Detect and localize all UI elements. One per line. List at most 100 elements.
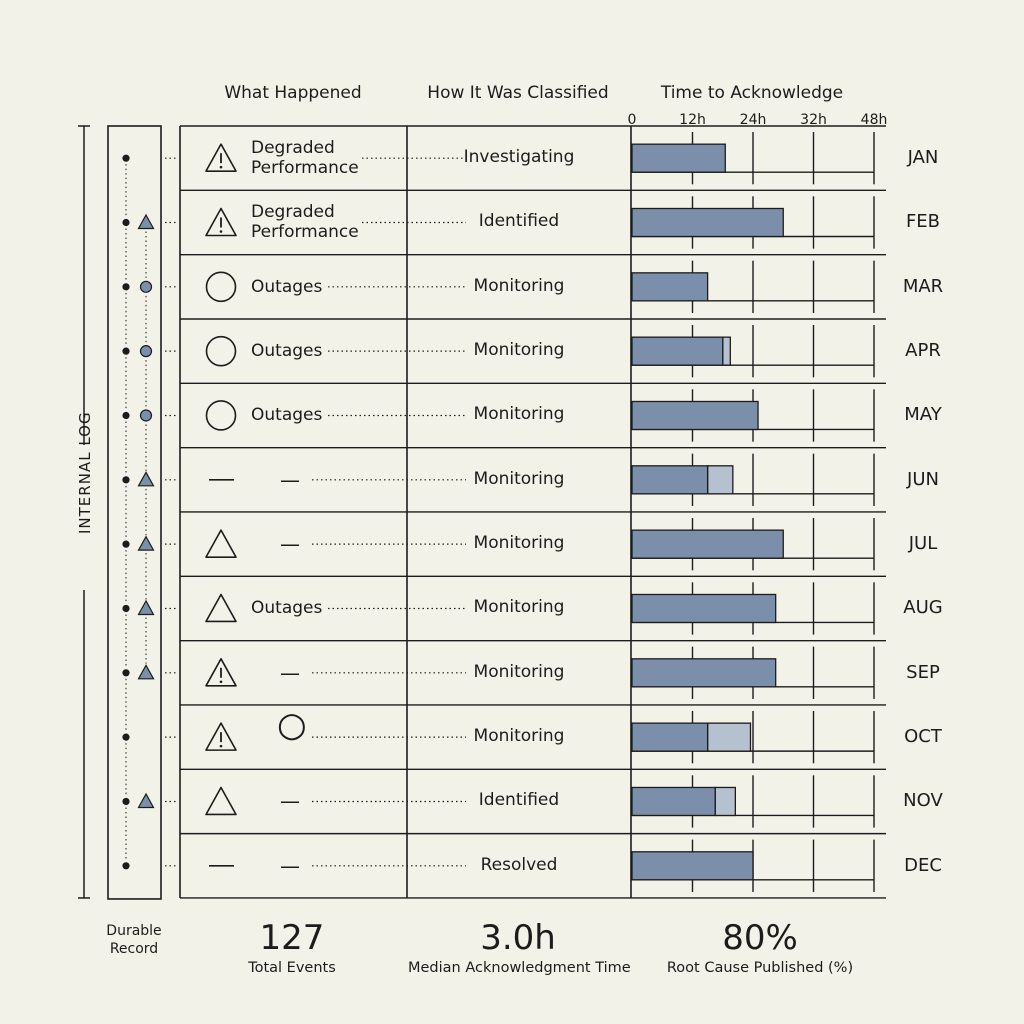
event-text: — (280, 853, 300, 878)
timeline-dot (122, 218, 130, 227)
event-text: Degraded Performance (251, 202, 359, 243)
bar-may (631, 400, 759, 431)
warning-dot (219, 165, 223, 169)
x-tick-label: 0 (627, 112, 637, 128)
timeline-dot (122, 669, 130, 677)
warning-triangle-icon (205, 722, 237, 751)
classification-label: Identified (478, 211, 560, 232)
bar-secondary-apr (722, 336, 731, 366)
x-tick-label: 12h (679, 112, 706, 128)
timeline-triangle-marker (137, 213, 155, 230)
timeline-triangle-marker (137, 471, 155, 487)
bar-nov (631, 786, 716, 817)
bar-jun (631, 465, 709, 495)
classification-label: Monitoring (473, 340, 565, 361)
classification-label: Identified (478, 790, 560, 811)
timeline-markers (122, 154, 155, 870)
table-grid (78, 125, 886, 900)
classification-label: Monitoring (473, 275, 565, 296)
event-text: — (280, 532, 300, 557)
event-icons (165, 143, 466, 867)
header-classified: How It Was Classified (427, 83, 609, 103)
classification-label: Monitoring (473, 597, 565, 618)
total-events-value: 127 (259, 918, 325, 958)
classification-label: Monitoring (473, 661, 565, 682)
root-cause-value: 80% (722, 918, 798, 958)
event-text: Outages (251, 276, 323, 297)
header-time-to-acknowledge: Time to Acknowledge (660, 83, 844, 103)
timeline-dot (122, 347, 130, 355)
month-label: JUN (907, 468, 939, 490)
event-text: Outages (251, 405, 323, 426)
triangle-icon (205, 529, 237, 558)
month-label: MAY (904, 404, 942, 426)
root-cause-label: Root Cause Published (%) (666, 960, 854, 976)
bar-aug (631, 593, 777, 624)
total-events-label: Total Events (248, 960, 336, 976)
bar-secondary-oct (706, 722, 752, 752)
median-ack-value: 3.0h (480, 918, 556, 958)
timeline-dot (122, 733, 130, 741)
month-label: JAN (907, 147, 939, 169)
classification-label: Monitoring (473, 404, 565, 425)
timeline-dot (122, 862, 130, 870)
event-text: — (280, 789, 300, 814)
classification-label: Monitoring (473, 468, 565, 489)
timeline-dot (122, 540, 130, 548)
timeline-dot (122, 476, 130, 484)
timeline-circle-marker (139, 345, 153, 358)
warning-triangle-icon (205, 658, 237, 687)
month-label: OCT (904, 726, 942, 748)
bar-sep (631, 658, 777, 688)
median-ack-label: Median Acknowledgment Time (408, 960, 631, 976)
bar-mar (631, 272, 709, 302)
event-text: Degraded Performance (251, 138, 359, 179)
timeline-dot (122, 283, 130, 291)
ack-bars (631, 143, 874, 881)
bar-jan (631, 143, 726, 173)
event-text: ○ (277, 705, 307, 746)
bar-secondary-jun (706, 465, 734, 495)
event-text: — (280, 467, 300, 492)
month-label: JUL (908, 533, 938, 555)
event-text: Outages (251, 598, 323, 619)
classification-label: Monitoring (473, 533, 565, 554)
month-label: FEB (905, 211, 941, 233)
timeline-circle-marker (139, 280, 153, 293)
timeline-triangle-marker (137, 535, 155, 551)
timeline-dot (122, 604, 130, 613)
header-what-happened: What Happened (224, 83, 362, 103)
x-tick-label: 32h (800, 112, 827, 128)
bar-apr (631, 336, 724, 366)
month-label: SEP (906, 661, 940, 683)
timeline-dot (122, 797, 130, 806)
x-tick-label: 24h (739, 112, 767, 128)
bar-oct (631, 722, 709, 752)
circle-icon (205, 271, 237, 303)
timeline-dot (122, 411, 130, 420)
classification-label: Monitoring (473, 726, 565, 747)
month-label: DEC (904, 854, 942, 876)
event-text: — (280, 660, 300, 685)
bar-secondary-nov (714, 786, 737, 817)
month-label: NOV (903, 790, 943, 812)
timeline-circle-marker (139, 409, 153, 422)
warning-dot (219, 680, 223, 684)
bar-feb (631, 207, 784, 238)
classification-label: Resolved (480, 854, 558, 875)
month-label: MAR (902, 275, 944, 297)
timeline-triangle-marker (137, 599, 155, 616)
month-label: AUG (903, 597, 943, 619)
circle-icon (205, 400, 237, 431)
triangle-icon (205, 593, 237, 623)
bar-dec (631, 851, 754, 881)
bar-jul (631, 529, 784, 559)
warning-dot (219, 744, 223, 748)
warning-dot (219, 230, 223, 233)
timeline-dot (122, 154, 130, 162)
durable-record-label: Durable Record (106, 923, 162, 957)
x-tick-label: 48h (860, 112, 888, 128)
warning-triangle-icon (205, 207, 237, 237)
timeline-triangle-marker (137, 792, 155, 809)
